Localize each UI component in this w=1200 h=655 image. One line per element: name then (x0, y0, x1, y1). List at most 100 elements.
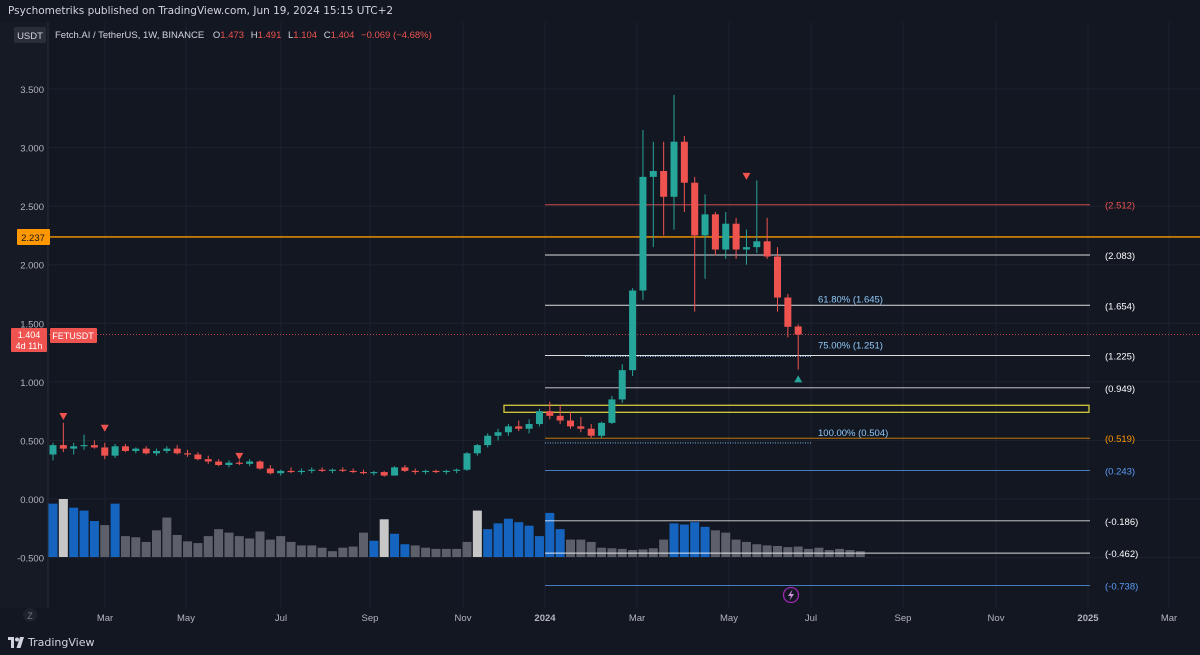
x-tick-label: 2025 (1077, 613, 1099, 624)
candle-body (463, 453, 471, 470)
candle (360, 469, 367, 475)
currency-badge-label: USDT (17, 31, 43, 42)
candle (266, 465, 274, 475)
candle (701, 194, 709, 279)
candle (70, 442, 78, 455)
volume-bar (183, 541, 193, 557)
candle (339, 467, 347, 473)
sell-signal-marker (100, 424, 109, 432)
candle-body (567, 420, 574, 427)
candle (432, 469, 440, 474)
candle (629, 288, 637, 377)
y-tick-label: 3.000 (20, 144, 44, 155)
candle (90, 440, 98, 449)
candle-body (370, 472, 378, 474)
lightning-glyph (788, 589, 794, 601)
tradingview-logo[interactable]: TradingView (8, 636, 94, 649)
candle-body (484, 435, 492, 446)
sell-signal-marker (742, 172, 751, 180)
candle-body (525, 424, 533, 429)
sell-signal-marker (59, 413, 68, 421)
candle-body (411, 470, 419, 473)
candle-body (184, 453, 192, 455)
open-value: 1.473 (220, 30, 244, 41)
candle (277, 469, 285, 476)
fib-retracement-label: 61.80% (1.645) (818, 294, 883, 305)
fib-level-label: (-0.462) (1105, 549, 1138, 560)
open-label: O (213, 30, 220, 41)
high-value: 1.491 (258, 30, 282, 41)
volume-bar (348, 546, 358, 557)
volume-bar (265, 539, 275, 557)
x-tick-label: Jul (275, 613, 287, 624)
volume-bar (400, 544, 410, 557)
price-chart[interactable]: (2.512) (2.083) (1.654) (1.225) (0.949) (0.51… (0, 22, 1200, 630)
volume-bar (700, 526, 710, 557)
low-label: L (288, 30, 293, 41)
x-tick-label: Mar (97, 613, 113, 624)
volume-bar (390, 533, 400, 557)
candle-body (794, 326, 802, 335)
candle-body (763, 241, 771, 257)
candle-body (701, 214, 709, 236)
volume-bar (255, 531, 265, 557)
volume-bar (100, 525, 110, 557)
countdown: 4d 11h (16, 341, 43, 351)
event-lightning-icon[interactable] (782, 586, 800, 604)
x-tick-label: May (177, 613, 195, 624)
grid-lines (49, 22, 1200, 608)
candle (484, 433, 492, 448)
volume-bars (48, 499, 865, 557)
fib-level-label: (2.083) (1105, 251, 1135, 262)
symbol-tag: FETUSDT (52, 331, 94, 341)
candle (111, 443, 119, 459)
candle (370, 470, 378, 476)
candle (163, 446, 171, 454)
candle (49, 442, 57, 461)
candle-body (101, 447, 109, 456)
candle-body (308, 469, 316, 471)
candle-body (339, 469, 347, 471)
volume-bar (462, 541, 472, 557)
volume-bar (534, 536, 544, 557)
volume-bar (203, 536, 213, 557)
volume-bar (648, 548, 658, 557)
volume-bar (752, 544, 762, 557)
candle-body (194, 454, 202, 460)
support-zone-box (503, 404, 1090, 413)
fib-level-label: (0.519) (1105, 434, 1135, 445)
z-button[interactable]: Z (23, 608, 37, 622)
candle (173, 445, 181, 455)
x-tick-label: Nov (988, 613, 1005, 624)
candle-body (328, 469, 336, 471)
candle (649, 141, 657, 248)
candle-body (225, 462, 233, 466)
price-axis-panel (0, 22, 48, 608)
candle (256, 460, 264, 470)
candle-body (535, 411, 543, 425)
candle-body (494, 432, 502, 436)
volume-bar (120, 536, 130, 557)
x-tick-label: 2024 (534, 613, 556, 624)
volume-bar (545, 512, 555, 557)
y-tick-label: 1.500 (20, 319, 44, 330)
candle (680, 135, 688, 213)
candle-body (132, 448, 140, 451)
sell-signal-marker (235, 452, 244, 460)
z-button-label: Z (27, 611, 33, 621)
candle (411, 468, 419, 475)
y-tick-label: 2.000 (20, 261, 44, 272)
currency-badge[interactable] (14, 27, 46, 43)
y-tick-label: -0.500 (17, 554, 44, 565)
candle (670, 94, 678, 230)
candle-body (70, 446, 78, 449)
fib-level-label: (-0.186) (1105, 517, 1138, 528)
volume-bar (421, 547, 431, 557)
volume-bar (659, 539, 669, 557)
candle (598, 421, 606, 439)
candle (639, 130, 647, 300)
candle-body (391, 467, 399, 476)
volume-bar (762, 545, 772, 557)
candle (59, 422, 67, 453)
chart-background (0, 22, 1200, 630)
